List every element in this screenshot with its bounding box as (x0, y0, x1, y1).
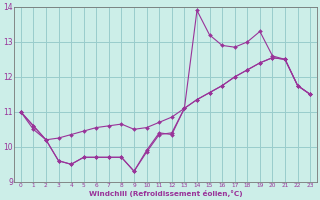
X-axis label: Windchill (Refroidissement éolien,°C): Windchill (Refroidissement éolien,°C) (89, 190, 242, 197)
